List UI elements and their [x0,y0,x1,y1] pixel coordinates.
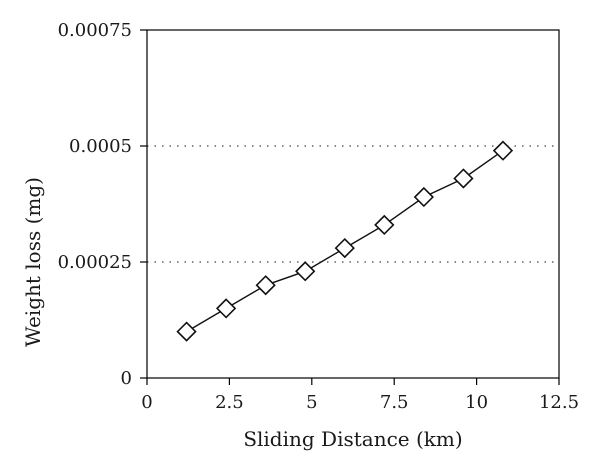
data-point-5 [374,214,395,236]
data-point-1 [215,298,237,319]
x-axis-title: Sliding Distance (km) [243,427,462,451]
x-tick-label-5: 12.5 [539,392,579,413]
axis-ticks: 0 2.5 5 7.5 10 12.5 0 0.00025 0.0005 0.00075 [58,20,579,413]
y-axis-title: Weight loss (mg) [21,177,45,347]
x-tick-label-3: 7.5 [380,392,409,413]
x-tick-label-2: 5 [306,392,317,413]
data-point-4 [334,237,355,259]
data-point-6 [413,186,434,208]
gridlines [147,145,559,263]
x-tick-label-1: 2.5 [215,392,244,413]
data-point-8 [492,140,514,161]
data-point-0 [176,321,197,342]
plot-area-frame [146,29,560,379]
x-tick-label-0: 0 [141,392,152,413]
data-point-7 [453,168,474,189]
data-point-3 [295,261,316,282]
data-point-2 [255,275,276,296]
y-tick-label-3: 0.00075 [58,20,132,41]
y-tick-label-2: 0.0005 [69,136,132,157]
series-markers [176,140,514,342]
y-tick-label-1: 0.00025 [58,252,132,273]
y-tick-label-0: 0 [121,368,132,389]
x-tick-label-4: 10 [465,392,488,413]
